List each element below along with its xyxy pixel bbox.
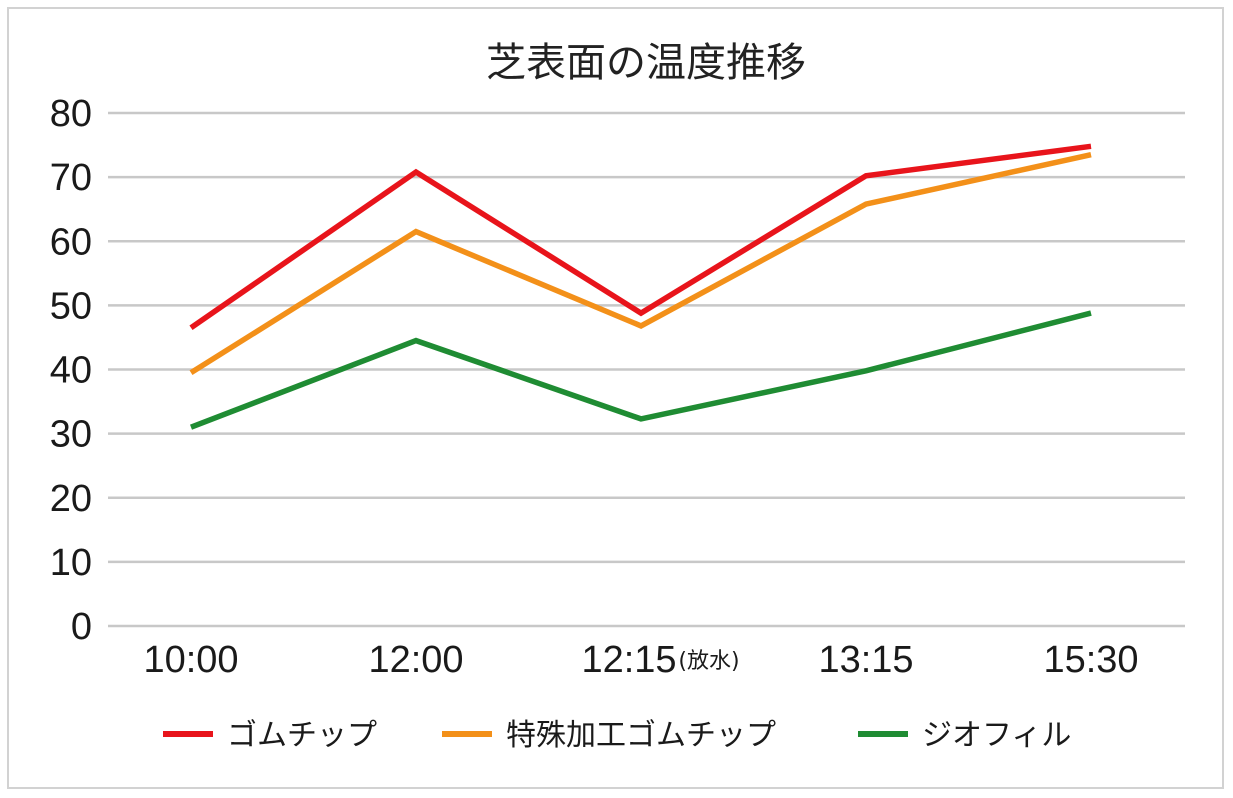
legend-item: ゴムチップ	[163, 718, 377, 753]
legend-item: ジオフィル	[858, 718, 1071, 753]
x-tick-label: 10:00	[143, 639, 238, 681]
x-axis-ticks: 10:00 12:00 12:15 (放水) 13:15 15:30	[143, 639, 1138, 681]
y-tick-label: 60	[50, 221, 92, 263]
legend-item: 特殊加工ゴムチップ	[442, 718, 776, 753]
legend-label: ジオフィル	[922, 718, 1071, 753]
x-tick-label: 13:15	[818, 639, 913, 681]
y-tick-label: 70	[50, 157, 92, 199]
y-axis-ticks: 0 10 20 30 40 50 60 70 80	[50, 93, 92, 648]
gridlines	[108, 111, 1185, 628]
y-tick-label: 40	[50, 350, 92, 392]
x-tick-label: 12:15	[581, 639, 676, 681]
series-line	[189, 143, 1092, 331]
legend: ゴムチップ 特殊加工ゴムチップ ジオフィル	[163, 718, 1071, 753]
x-tick-note: (放水)	[678, 649, 739, 674]
series-line	[189, 152, 1092, 376]
chart-title: 芝表面の温度推移	[486, 40, 806, 86]
y-tick-label: 80	[50, 93, 92, 135]
series-lines	[189, 143, 1092, 430]
y-tick-label: 10	[50, 542, 92, 584]
x-tick-label: 12:00	[368, 639, 463, 681]
y-tick-label: 30	[50, 414, 92, 456]
y-tick-label: 0	[71, 606, 92, 648]
legend-label: 特殊加工ゴムチップ	[506, 718, 776, 753]
legend-label: ゴムチップ	[227, 718, 377, 753]
y-tick-label: 50	[50, 285, 92, 327]
x-tick-label: 15:30	[1043, 639, 1138, 681]
y-tick-label: 20	[50, 478, 92, 520]
chart-frame	[7, 7, 1224, 789]
